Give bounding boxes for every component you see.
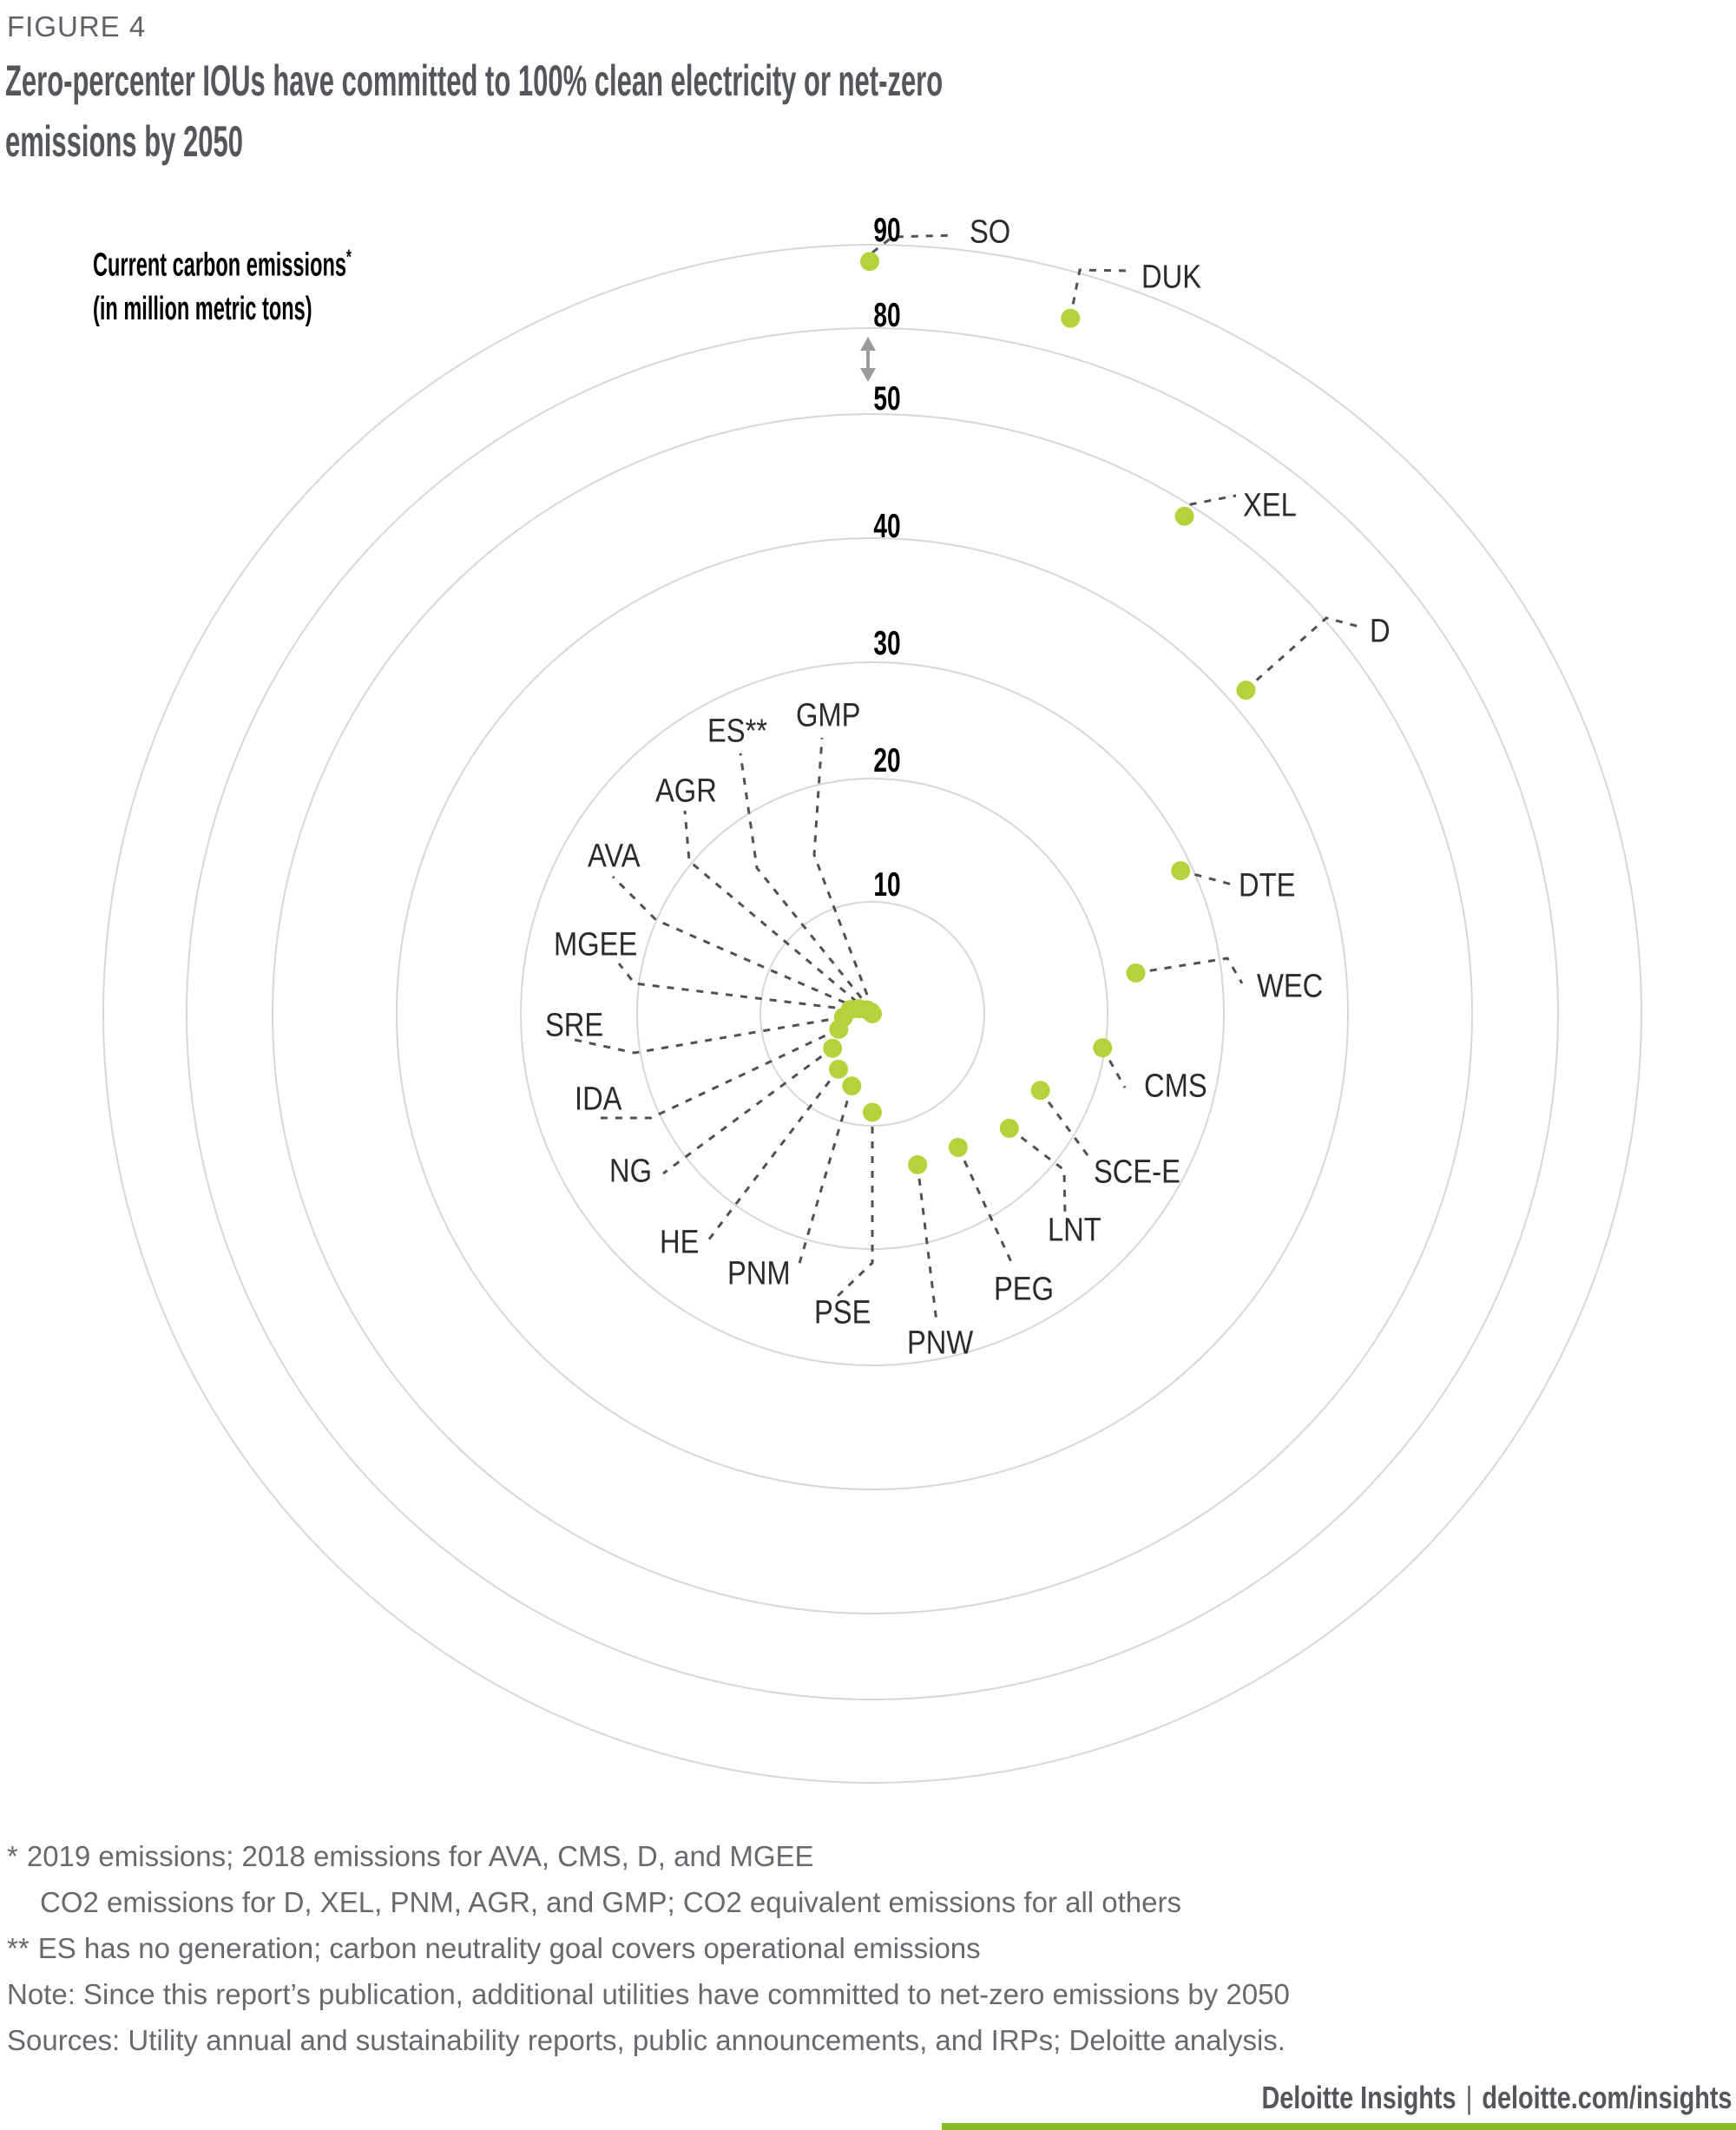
- axis-title-line-1: Current carbon emissions*: [93, 246, 352, 284]
- point-label-AGR: AGR: [655, 772, 717, 810]
- connector-AGR: [683, 810, 869, 1013]
- axis-title-asterisk: *: [345, 246, 352, 269]
- connector-IDA: [599, 1028, 839, 1120]
- footnote-2: CO2 emissions for D, XEL, PNM, AGR, and …: [7, 1879, 1309, 1925]
- connector-D: [1245, 616, 1360, 692]
- dot-WEC: [1126, 963, 1146, 983]
- title-line-2: emissions by 2050: [5, 117, 243, 166]
- point-label-MGEE: MGEE: [554, 926, 638, 963]
- connector-NG: [662, 1046, 834, 1175]
- footnote-text-5: Sources: Utility annual and sustainabili…: [7, 2024, 1286, 2056]
- dot-CMS: [1093, 1038, 1113, 1058]
- point-label-ES**: ES**: [707, 713, 768, 750]
- point-label-DUK: DUK: [1141, 259, 1202, 296]
- dot-XEL: [1174, 506, 1194, 526]
- point-label-PSE: PSE: [814, 1294, 871, 1331]
- dot-SO: [859, 252, 879, 272]
- point-label-IDA: IDA: [575, 1081, 622, 1118]
- axis-tick-80: 80: [873, 297, 901, 334]
- connector-LNT: [1009, 1127, 1067, 1216]
- grid-ring-10: [760, 901, 985, 1127]
- axis-tick-90: 90: [873, 212, 901, 249]
- footnote-5: Sources: Utility annual and sustainabili…: [7, 2017, 1309, 2063]
- dot-D: [1236, 680, 1256, 700]
- point-label-NG: NG: [609, 1153, 653, 1190]
- connector-DUK: [1069, 268, 1131, 319]
- connector-AVA: [611, 875, 859, 1010]
- footer-accent-bar: [942, 2123, 1736, 2130]
- footnote-4: Note: Since this report’s publication, a…: [7, 1971, 1309, 2017]
- footer-brand: Deloitte Insights: [1261, 2080, 1457, 2115]
- point-label-HE: HE: [660, 1224, 700, 1261]
- dot-PNM: [842, 1076, 862, 1096]
- connector-PNM: [797, 1086, 853, 1267]
- dot-LNT: [999, 1118, 1019, 1138]
- dot-PNW: [908, 1154, 928, 1174]
- dot-PSE: [863, 1102, 882, 1122]
- axis-break-arrowhead-bottom: [860, 368, 876, 382]
- grid-ring-80: [186, 327, 1559, 1700]
- point-label-PNM: PNM: [727, 1255, 791, 1292]
- dot-DTE: [1171, 861, 1191, 881]
- connector-GMP: [812, 737, 874, 1009]
- grid-ring-90: [102, 244, 1642, 1784]
- point-label-SCE-E: SCE-E: [1094, 1154, 1180, 1191]
- footnotes: * 2019 emissions; 2018 emissions for AVA,…: [7, 1833, 1309, 2063]
- footnote-text-4: Note: Since this report’s publication, a…: [7, 1978, 1290, 2010]
- footnote-text-2: CO2 emissions for D, XEL, PNM, AGR, and …: [40, 1886, 1181, 1918]
- connector-HE: [707, 1068, 840, 1241]
- axis-title-line-2: (in million metric tons): [93, 290, 312, 327]
- point-label-AVA: AVA: [588, 838, 641, 875]
- footnote-text-1: 2019 emissions; 2018 emissions for AVA, …: [26, 1840, 814, 1872]
- grid-ring-30: [520, 661, 1225, 1366]
- point-label-D: D: [1370, 613, 1391, 650]
- point-label-WEC: WEC: [1257, 968, 1324, 1005]
- point-label-PEG: PEG: [994, 1271, 1055, 1308]
- dot-GMP: [861, 1002, 881, 1022]
- dot-DUK: [1061, 308, 1081, 328]
- point-label-LNT: LNT: [1048, 1212, 1101, 1249]
- footer-divider: |: [1465, 2080, 1472, 2115]
- point-label-PNW: PNW: [907, 1325, 974, 1362]
- axis-title: Current carbon emissions* (in million me…: [93, 236, 352, 331]
- footnote-marker-1: *: [7, 1840, 18, 1872]
- axis-break-arrowhead-top: [860, 337, 876, 351]
- dot-NG: [823, 1038, 843, 1058]
- point-label-DTE: DTE: [1239, 867, 1296, 904]
- dot-SCE-E: [1030, 1081, 1050, 1101]
- connector-PSE: [832, 1112, 874, 1301]
- footer-url: deloitte.com/insights: [1481, 2080, 1732, 2115]
- point-label-CMS: CMS: [1144, 1068, 1207, 1105]
- dot-PEG: [948, 1137, 968, 1157]
- point-label-SRE: SRE: [545, 1007, 604, 1044]
- footer: Deloitte Insights | deloitte.com/insights: [1261, 2080, 1732, 2116]
- grid-ring-40: [396, 537, 1349, 1490]
- title-line-1: Zero-percenter IOUs have committed to 10…: [5, 56, 944, 105]
- page-title: Zero-percenter IOUs have committed to 10…: [5, 50, 1517, 172]
- axis-tick-30: 30: [873, 625, 901, 662]
- connector-MGEE: [617, 963, 851, 1011]
- dot-HE: [829, 1059, 849, 1079]
- connector-ES**: [739, 753, 872, 1010]
- axis-tick-50: 50: [873, 380, 901, 417]
- footnote-marker-3: **: [7, 1932, 30, 1964]
- connector-PNW: [916, 1163, 938, 1323]
- figure-label: FIGURE 4: [7, 10, 147, 43]
- footnote-1: * 2019 emissions; 2018 emissions for AVA,…: [7, 1833, 1309, 1879]
- point-label-GMP: GMP: [796, 697, 861, 734]
- point-label-XEL: XEL: [1243, 487, 1297, 524]
- axis-tick-40: 40: [873, 508, 901, 545]
- connector-WEC: [1134, 957, 1244, 984]
- footnote-text-3: ES has no generation; carbon neutrality …: [37, 1932, 981, 1964]
- connector-SRE: [574, 1016, 844, 1055]
- point-label-SO: SO: [970, 214, 1011, 251]
- axis-tick-20: 20: [873, 742, 901, 779]
- footnote-3: ** ES has no generation; carbon neutralit…: [7, 1925, 1309, 1971]
- axis-tick-10: 10: [873, 866, 901, 904]
- connector-PEG: [957, 1147, 1014, 1265]
- grid-ring-50: [272, 413, 1473, 1614]
